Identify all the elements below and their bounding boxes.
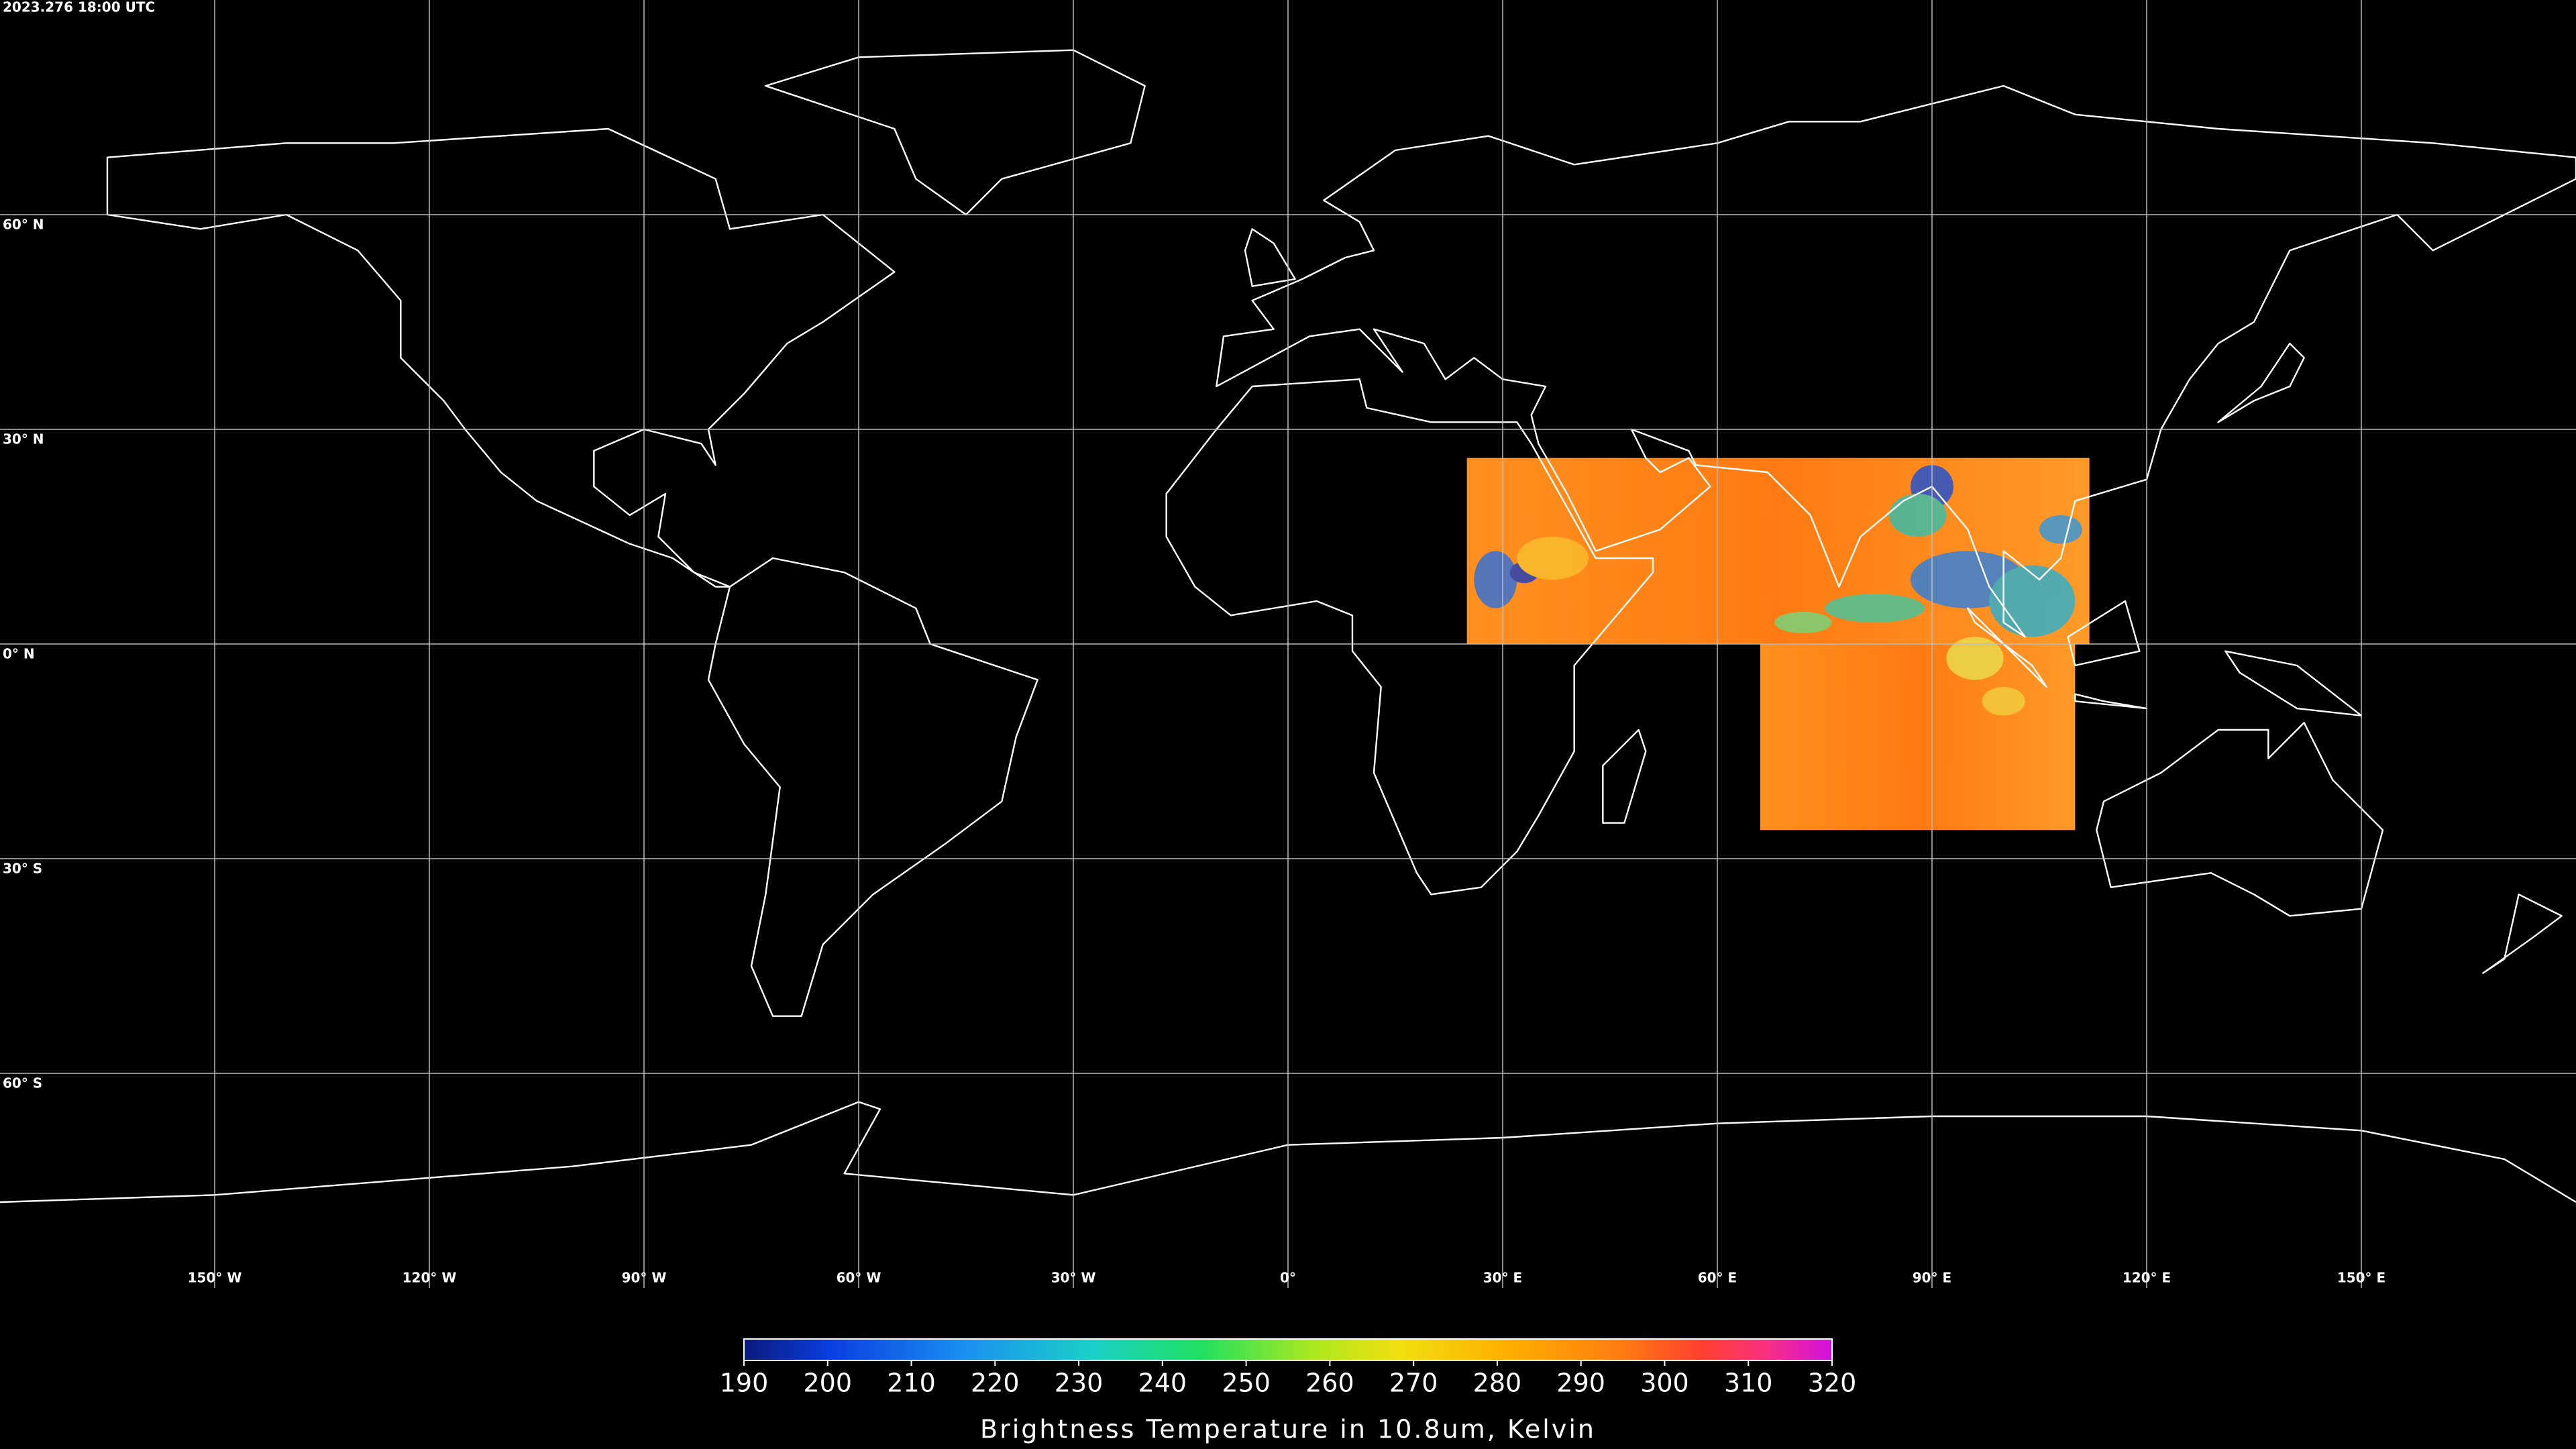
coast-africa bbox=[1167, 379, 1653, 894]
colorbar-tick-label: 300 bbox=[1640, 1368, 1689, 1398]
coast-madagascar bbox=[1603, 730, 1646, 823]
coast-japan bbox=[2218, 343, 2304, 422]
colorbar bbox=[743, 1338, 1833, 1361]
coast-north-america bbox=[107, 129, 894, 587]
coast-new-zealand bbox=[2483, 894, 2561, 973]
coast-greenland bbox=[765, 50, 1144, 215]
colorbar-tick-label: 320 bbox=[1808, 1368, 1857, 1398]
lon-label: 0° bbox=[1280, 1270, 1296, 1286]
axis-labels: 60° N 30° N 0° N 30° S 60° S 150° W 120° W 90° … bbox=[3, 217, 2385, 1286]
lon-label: 90° E bbox=[1913, 1270, 1951, 1286]
colorbar-title: Brightness Temperature in 10.8um, Kelvin bbox=[980, 1415, 1596, 1444]
lat-label: 60° S bbox=[3, 1075, 42, 1091]
lon-label: 90° W bbox=[622, 1270, 667, 1286]
coast-south-america bbox=[708, 558, 1038, 1016]
lon-label: 60° W bbox=[837, 1270, 881, 1286]
coastlines bbox=[0, 50, 2576, 1202]
footer bbox=[0, 1288, 2576, 1449]
lon-label: 30° E bbox=[1483, 1270, 1522, 1286]
colorbar-tick-label: 220 bbox=[971, 1368, 1020, 1398]
lat-label: 0° N bbox=[3, 646, 35, 662]
colorbar-tick-label: 200 bbox=[804, 1368, 853, 1398]
colorbar-tick-label: 210 bbox=[887, 1368, 936, 1398]
colorbar-tick-label: 240 bbox=[1138, 1368, 1187, 1398]
colorbar-tick-label: 260 bbox=[1305, 1368, 1354, 1398]
colorbar-ticks: 190 200 210 220 230 240 250 260 270 280 290 300 310 3… bbox=[720, 1360, 1857, 1398]
grid-lines bbox=[0, 0, 2576, 1288]
lon-label: 30° W bbox=[1051, 1270, 1096, 1286]
lat-label: 30° S bbox=[3, 861, 42, 877]
colorbar-tick-label: 270 bbox=[1389, 1368, 1438, 1398]
lon-label: 120° E bbox=[2123, 1270, 2171, 1286]
colorbar-tick-label: 310 bbox=[1724, 1368, 1773, 1398]
lat-label: 30° N bbox=[3, 431, 44, 447]
coast-australia bbox=[2096, 722, 2383, 916]
lon-label: 150° E bbox=[2337, 1270, 2385, 1286]
swath-south bbox=[1760, 644, 2076, 830]
colorbar-tick-label: 190 bbox=[720, 1368, 769, 1398]
colorbar-tick-label: 280 bbox=[1473, 1368, 1522, 1398]
colorbar-tick-label: 230 bbox=[1055, 1368, 1104, 1398]
lon-label: 150° W bbox=[188, 1270, 242, 1286]
colorbar-tick-label: 250 bbox=[1222, 1368, 1271, 1398]
timestamp: 2023.276 18:00 UTC bbox=[3, 0, 155, 15]
colorbar-tick-label: 290 bbox=[1556, 1368, 1605, 1398]
coast-antarctica bbox=[0, 1102, 2576, 1202]
coast-eurasia bbox=[1216, 86, 2576, 637]
lat-label: 60° N bbox=[3, 217, 44, 233]
lon-label: 120° W bbox=[402, 1270, 457, 1286]
lon-label: 60° E bbox=[1698, 1270, 1737, 1286]
